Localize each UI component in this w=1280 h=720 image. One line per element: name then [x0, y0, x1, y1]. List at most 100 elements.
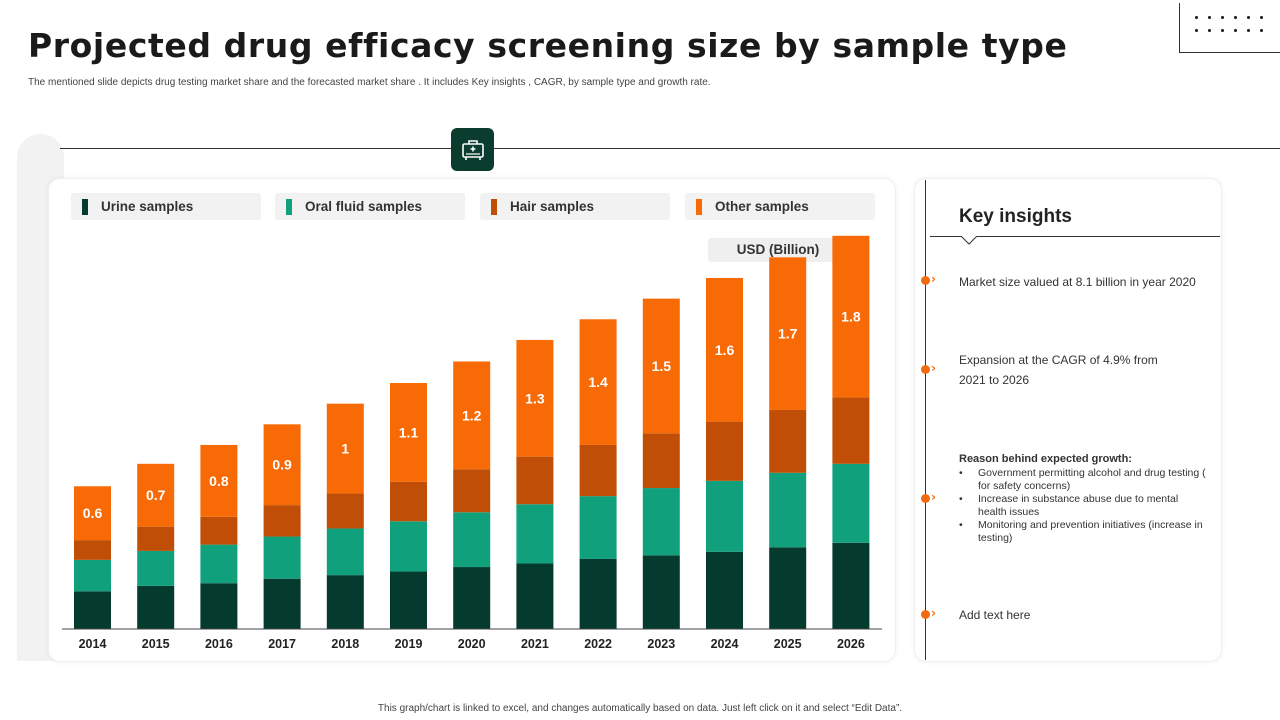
bar-2024-series-4 [706, 277, 743, 422]
x-tick-2026: 2026 [837, 637, 865, 651]
bar-2021-series-2 [516, 504, 554, 564]
data-label-2025: 1.7 [778, 326, 798, 342]
x-tick-2021: 2021 [521, 637, 549, 651]
bar-2025-series-2 [769, 472, 807, 548]
bar-2025-series-4 [769, 257, 807, 410]
bar-2022-series-3 [579, 444, 617, 497]
data-label-2022: 1.4 [588, 374, 608, 390]
bars-layer [74, 235, 870, 629]
bar-2024-series-1 [706, 551, 743, 629]
growth-title: Reason behind expected growth: [959, 453, 1132, 465]
dot-grid-decoration [1179, 3, 1280, 53]
legend-swatch-urine [82, 198, 88, 215]
insights-timeline-line [925, 180, 926, 660]
data-label-2015: 0.7 [146, 487, 166, 503]
bullet-marker-1: › [921, 272, 941, 286]
bar-2015-series-2 [137, 550, 175, 586]
bar-2023-series-4 [642, 298, 680, 434]
growth-point-2: Increase in substance abuse due to menta… [959, 493, 1209, 519]
legend-label-oral: Oral fluid samples [305, 199, 423, 214]
bar-2018-series-1 [326, 575, 364, 629]
bar-2016-series-4 [200, 444, 238, 517]
bar-2016-series-3 [200, 516, 238, 545]
bar-2019-series-2 [390, 521, 427, 572]
x-tick-2022: 2022 [584, 637, 612, 651]
bar-2021-series-1 [516, 563, 554, 629]
bar-2020-series-1 [453, 567, 491, 629]
data-label-2018: 1 [341, 441, 349, 457]
dot-grid-icon [1190, 11, 1270, 37]
x-tick-2020: 2020 [458, 637, 486, 651]
insight-item-1: Market size valued at 8.1 billion in yea… [959, 275, 1196, 289]
bar-2017-series-3 [263, 505, 301, 537]
bar-2017-series-1 [263, 578, 301, 629]
bar-2015-series-3 [137, 526, 175, 551]
caret-down-icon [961, 236, 977, 245]
bar-2018-series-2 [326, 528, 364, 576]
bar-2020-series-2 [453, 512, 491, 568]
legend-swatch-hair [491, 198, 497, 215]
bar-2020-series-4 [453, 361, 491, 470]
legend-label-other: Other samples [715, 199, 809, 214]
insight-item-2-line2: 2021 to 2026 [959, 373, 1030, 387]
bar-2018-series-3 [326, 493, 364, 529]
bar-2026-series-1 [832, 542, 870, 629]
x-tick-2025: 2025 [774, 637, 802, 651]
bar-2022-series-1 [579, 558, 617, 629]
data-label-2016: 0.8 [209, 473, 229, 489]
bar-2023-series-1 [642, 555, 680, 629]
bar-2026-series-2 [832, 463, 870, 543]
bar-2026-series-3 [832, 397, 870, 464]
data-label-2014: 0.6 [83, 505, 103, 521]
bar-2014-series-1 [74, 591, 111, 629]
growth-point-3: Monitoring and prevention initiatives (i… [959, 519, 1209, 545]
x-tick-2014: 2014 [79, 637, 107, 651]
bar-2019-series-4 [390, 383, 427, 482]
growth-list: Government permitting alcohol and drug t… [959, 467, 1209, 545]
bar-2023-series-2 [642, 488, 680, 556]
insight-item-2-line1: Expansion at the CAGR of 4.9% from [959, 353, 1158, 367]
data-label-2021: 1.3 [525, 390, 545, 406]
bar-2018-series-4 [326, 403, 364, 494]
legend-oral: Oral fluid samples [275, 193, 465, 220]
bar-2022-series-4 [579, 319, 617, 445]
medical-cabinet-icon-graphic [461, 139, 484, 160]
growth-point-1: Government permitting alcohol and drug t… [959, 467, 1209, 493]
x-tick-2024: 2024 [711, 637, 739, 651]
bar-2014-series-4 [74, 486, 111, 541]
data-label-2024: 1.6 [715, 342, 735, 358]
bar-2019-series-1 [390, 571, 427, 629]
bar-2021-series-4 [516, 339, 554, 457]
bar-2024-series-3 [706, 421, 743, 481]
legend-urine: Urine samples [71, 193, 261, 220]
legend-hair: Hair samples [480, 193, 670, 220]
page-title: Projected drug efficacy screening size b… [28, 26, 1068, 65]
bar-2021-series-3 [516, 456, 554, 505]
bullet-marker-4: › [921, 606, 941, 620]
bar-2017-series-2 [263, 536, 301, 579]
legend-label-hair: Hair samples [510, 199, 595, 214]
bar-2026-series-4 [832, 235, 870, 398]
data-label-2017: 0.9 [272, 457, 292, 473]
data-label-2019: 1.1 [399, 424, 419, 440]
bar-2017-series-4 [263, 424, 301, 506]
legend-swatch-oral [286, 198, 292, 215]
x-tick-2018: 2018 [331, 637, 359, 651]
insights-title-rule [930, 236, 1220, 237]
legend-swatch-other [696, 198, 702, 215]
insight-item-2: Expansion at the CAGR of 4.9% from 2021 … [959, 350, 1158, 390]
x-tick-2019: 2019 [395, 637, 423, 651]
bar-2019-series-3 [390, 481, 427, 522]
legend-other: Other samples [685, 193, 875, 220]
bar-2015-series-1 [137, 585, 175, 629]
labels-layer: 0.6 2014 0.7 2015 0.8 2016 0.9 2017 1 2018 1.1 2019… [79, 309, 865, 651]
divider-line [60, 148, 1280, 149]
bar-2023-series-3 [642, 433, 680, 489]
bar-2020-series-3 [453, 469, 491, 513]
legend-label-urine: Urine samples [101, 199, 194, 214]
x-tick-2015: 2015 [142, 637, 170, 651]
footer-note: This graph/chart is linked to excel, and… [377, 703, 903, 714]
bullet-marker-3: › [921, 490, 941, 504]
x-tick-2017: 2017 [268, 637, 296, 651]
